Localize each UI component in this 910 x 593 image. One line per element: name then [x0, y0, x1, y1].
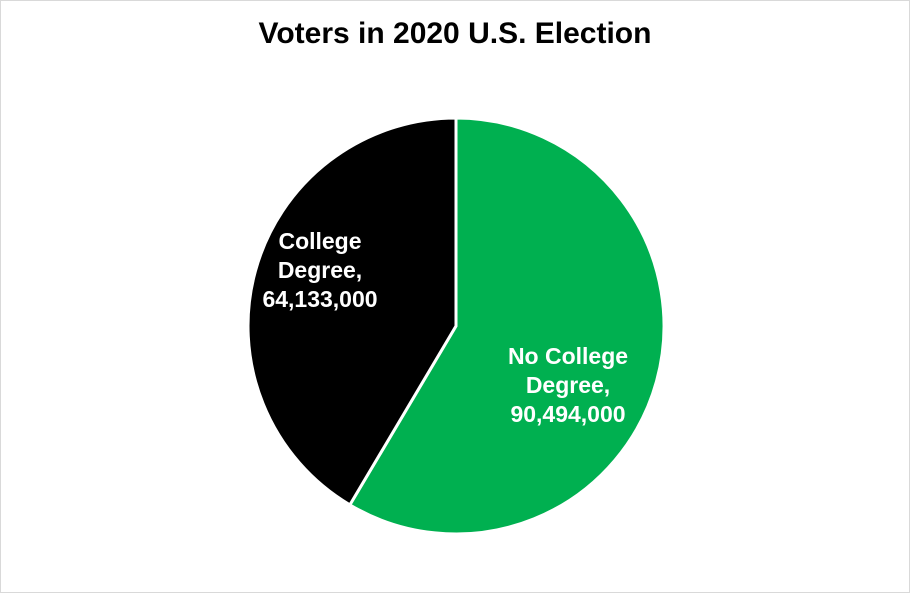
slice-label-line: No College [508, 343, 628, 369]
slice-label-line: Degree, [278, 257, 362, 283]
slice-label-line: 90,494,000 [510, 401, 625, 427]
slice-label-line: 64,133,000 [262, 286, 377, 312]
pie-slice-1 [246, 116, 458, 507]
slice-label-line: Degree, [526, 372, 610, 398]
slice-label-0: No College Degree, 90,494,000 [508, 343, 628, 427]
chart-title: Voters in 2020 U.S. Election [258, 17, 652, 50]
slice-label-1: College Degree, 64,133,000 [262, 228, 377, 312]
pie-slice-0 [348, 116, 666, 536]
slice-label-line: College [278, 228, 361, 254]
